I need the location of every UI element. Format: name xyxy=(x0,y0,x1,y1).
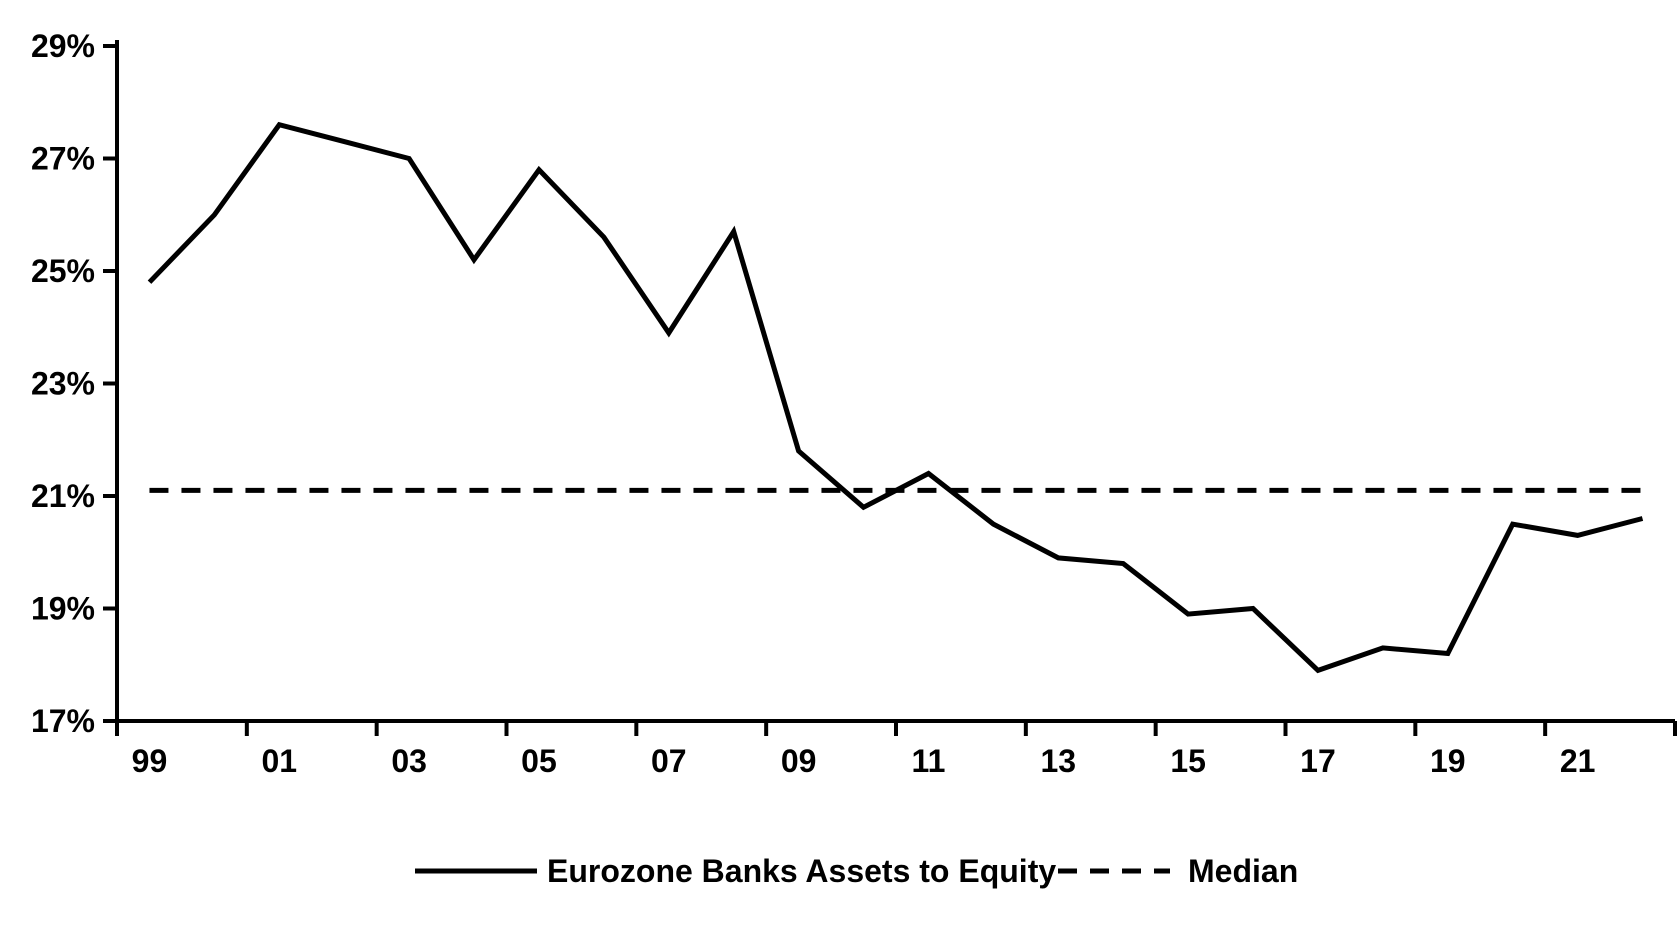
y-axis-tick-label: 21% xyxy=(31,478,95,514)
x-axis-tick-label: 99 xyxy=(132,743,168,779)
legend-series-label: Eurozone Banks Assets to Equity xyxy=(547,853,1056,889)
x-axis: 99 01 03 05 07 09 11 13 15 17 19 21 xyxy=(115,721,1677,779)
x-axis-tick-label: 05 xyxy=(521,743,557,779)
y-axis-tick-label: 29% xyxy=(31,28,95,64)
plot-area xyxy=(147,121,1644,674)
y-axis-tick-label: 27% xyxy=(31,141,95,177)
series-polyline xyxy=(147,121,1644,674)
legend-median-label: Median xyxy=(1188,853,1298,889)
x-axis-tick-label: 15 xyxy=(1170,743,1206,779)
x-axis-tick-label: 13 xyxy=(1040,743,1076,779)
y-axis-tick-label: 19% xyxy=(31,591,95,627)
y-axis: 29% 27% 25% 23% 21% 19% 17% xyxy=(31,28,117,739)
x-axis-tick-label: 07 xyxy=(651,743,687,779)
x-axis-tick-label: 17 xyxy=(1300,743,1336,779)
x-axis-tick-label: 19 xyxy=(1430,743,1466,779)
legend: Eurozone Banks Assets to Equity Median xyxy=(415,853,1298,889)
x-axis-tick-label: 11 xyxy=(912,743,946,779)
x-axis-tick-label: 21 xyxy=(1560,743,1596,779)
y-axis-tick-label: 25% xyxy=(31,253,95,289)
x-axis-tick-label: 09 xyxy=(781,743,817,779)
x-axis-tick-label: 01 xyxy=(261,743,297,779)
x-axis-tick-label: 03 xyxy=(391,743,427,779)
y-axis-tick-label: 23% xyxy=(31,366,95,402)
y-axis-tick-label: 17% xyxy=(31,703,95,739)
